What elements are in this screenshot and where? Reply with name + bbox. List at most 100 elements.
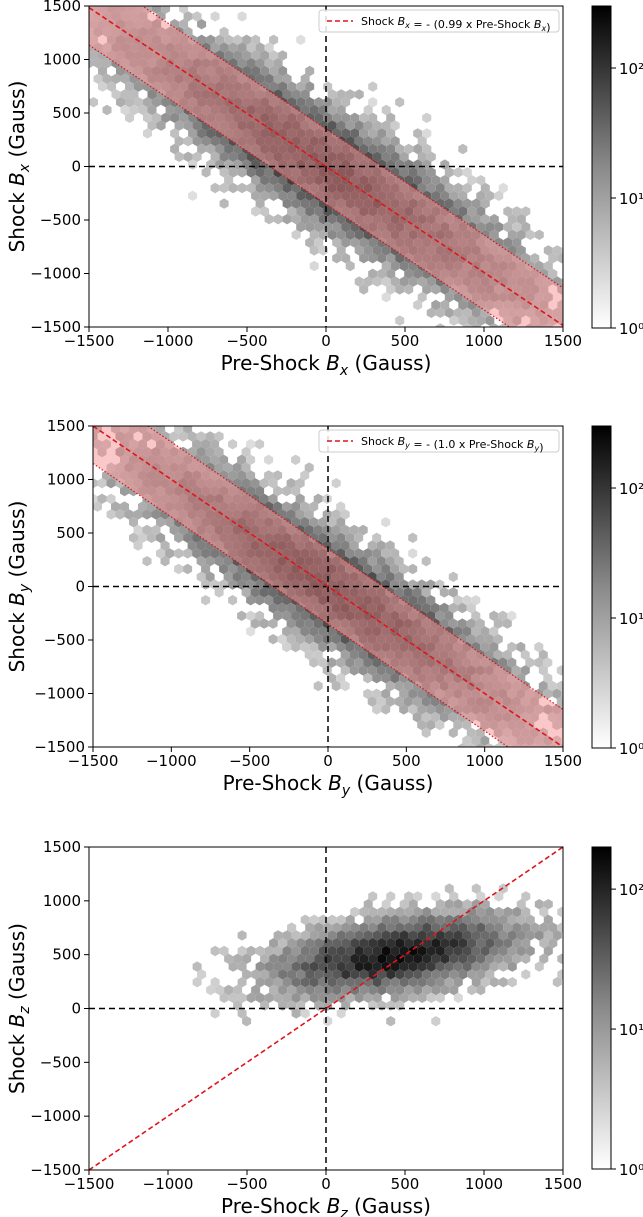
hexbin: [241, 587, 251, 598]
hexbin: [439, 602, 449, 614]
hexbin: [512, 237, 522, 248]
hexbin: [385, 571, 395, 582]
hexbin: [498, 961, 508, 972]
hexbin: [350, 128, 360, 139]
hexbin: [381, 104, 391, 116]
hexbin: [318, 532, 328, 543]
hexbin: [543, 688, 553, 699]
hexbin: [197, 969, 207, 980]
hexbin: [152, 416, 161, 426]
hexbin: [390, 673, 400, 684]
hexbin: [345, 930, 355, 941]
hexbin: [408, 688, 418, 699]
hexbin: [395, 315, 405, 326]
x-tick-label: −1500: [64, 332, 115, 350]
hexbin: [174, 563, 184, 575]
hexbin: [376, 665, 386, 676]
hexbin: [336, 548, 346, 559]
y-tick-label: 1500: [43, 0, 81, 15]
hexbin: [485, 190, 495, 201]
hexbin: [368, 143, 378, 155]
hexbin: [390, 563, 400, 575]
hexbin: [390, 151, 400, 162]
hexbin: [512, 922, 522, 933]
hexbin: [421, 712, 431, 723]
hexbin: [260, 969, 270, 980]
hexbin: [287, 953, 297, 964]
hexbin: [300, 641, 310, 653]
plot-area: [89, 847, 563, 1170]
hexbin: [133, 524, 143, 536]
hexbin: [341, 221, 351, 233]
hexbin: [196, 571, 206, 582]
hexbin: [327, 641, 337, 653]
fit-line: [93, 426, 563, 747]
hexbin: [286, 602, 296, 614]
hexbin: [125, 97, 134, 108]
hexbin: [525, 229, 535, 240]
hexbin: [498, 914, 508, 925]
hexbin: [489, 214, 499, 225]
hexbin: [466, 602, 476, 614]
chart-panel-1: −1500 −1000 −500 0 500 1000 1500 −1500 −1000 −500…: [5, 0, 643, 379]
hexbin: [422, 112, 432, 123]
hexbin: [399, 930, 409, 941]
hexbin: [241, 571, 251, 582]
hexbin: [291, 198, 301, 209]
hexbin: [300, 930, 310, 941]
hexbin: [89, 97, 98, 108]
hexbin: [264, 945, 274, 957]
hexbin: [539, 906, 549, 918]
hexbin: [282, 641, 292, 653]
hexbin: [449, 984, 459, 996]
hexbin: [219, 454, 229, 465]
hexbin: [408, 532, 418, 543]
hexbin: [512, 906, 522, 918]
hexbin: [381, 151, 391, 162]
hexbin: [260, 50, 270, 61]
hexbin: [273, 501, 283, 512]
hexbin: [480, 198, 490, 209]
hexbin: [160, 540, 170, 551]
legend: Shock By = - (1.0 x Pre-Shock By): [318, 429, 560, 454]
hexbin: [543, 914, 553, 925]
hexbin: [444, 307, 454, 318]
hexbin: [426, 276, 436, 287]
hexbin: [345, 641, 355, 653]
hexbin: [498, 323, 508, 327]
hexbin: [386, 128, 396, 139]
hexbin: [264, 595, 274, 606]
hexbin: [377, 969, 387, 980]
hexbin: [381, 688, 391, 699]
hexbin: [350, 237, 360, 248]
hexbin: [273, 992, 283, 1003]
hexbin: [273, 610, 283, 621]
hexbin: [363, 914, 373, 925]
hexbin: [237, 11, 247, 22]
hexbin: [336, 120, 346, 131]
x-tick-label: 500: [392, 752, 421, 770]
hexbin: [223, 462, 233, 473]
hexbin: [327, 961, 337, 972]
hexbin: [124, 509, 134, 520]
hexbin: [358, 649, 368, 660]
hexbin: [255, 167, 265, 178]
hexbin: [489, 961, 499, 972]
hexbin: [210, 1008, 220, 1019]
hexbin: [422, 953, 432, 964]
hexbin: [426, 151, 436, 162]
hexbin: [160, 556, 170, 567]
hexbin: [84, 455, 93, 465]
hexbin: [187, 431, 197, 442]
hexbin: [341, 922, 351, 933]
hexbin: [305, 984, 315, 996]
hexbin: [205, 556, 215, 567]
hexbin: [282, 610, 292, 621]
hexbin: [219, 26, 229, 38]
hexbin: [219, 198, 229, 209]
hexbin: [142, 524, 152, 536]
hexbin: [453, 292, 463, 303]
hexbin: [309, 657, 319, 668]
hexbin: [476, 206, 486, 217]
